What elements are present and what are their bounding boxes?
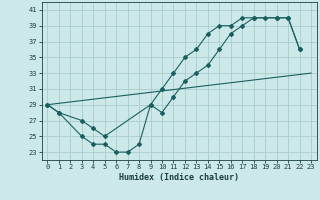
X-axis label: Humidex (Indice chaleur): Humidex (Indice chaleur)	[119, 173, 239, 182]
